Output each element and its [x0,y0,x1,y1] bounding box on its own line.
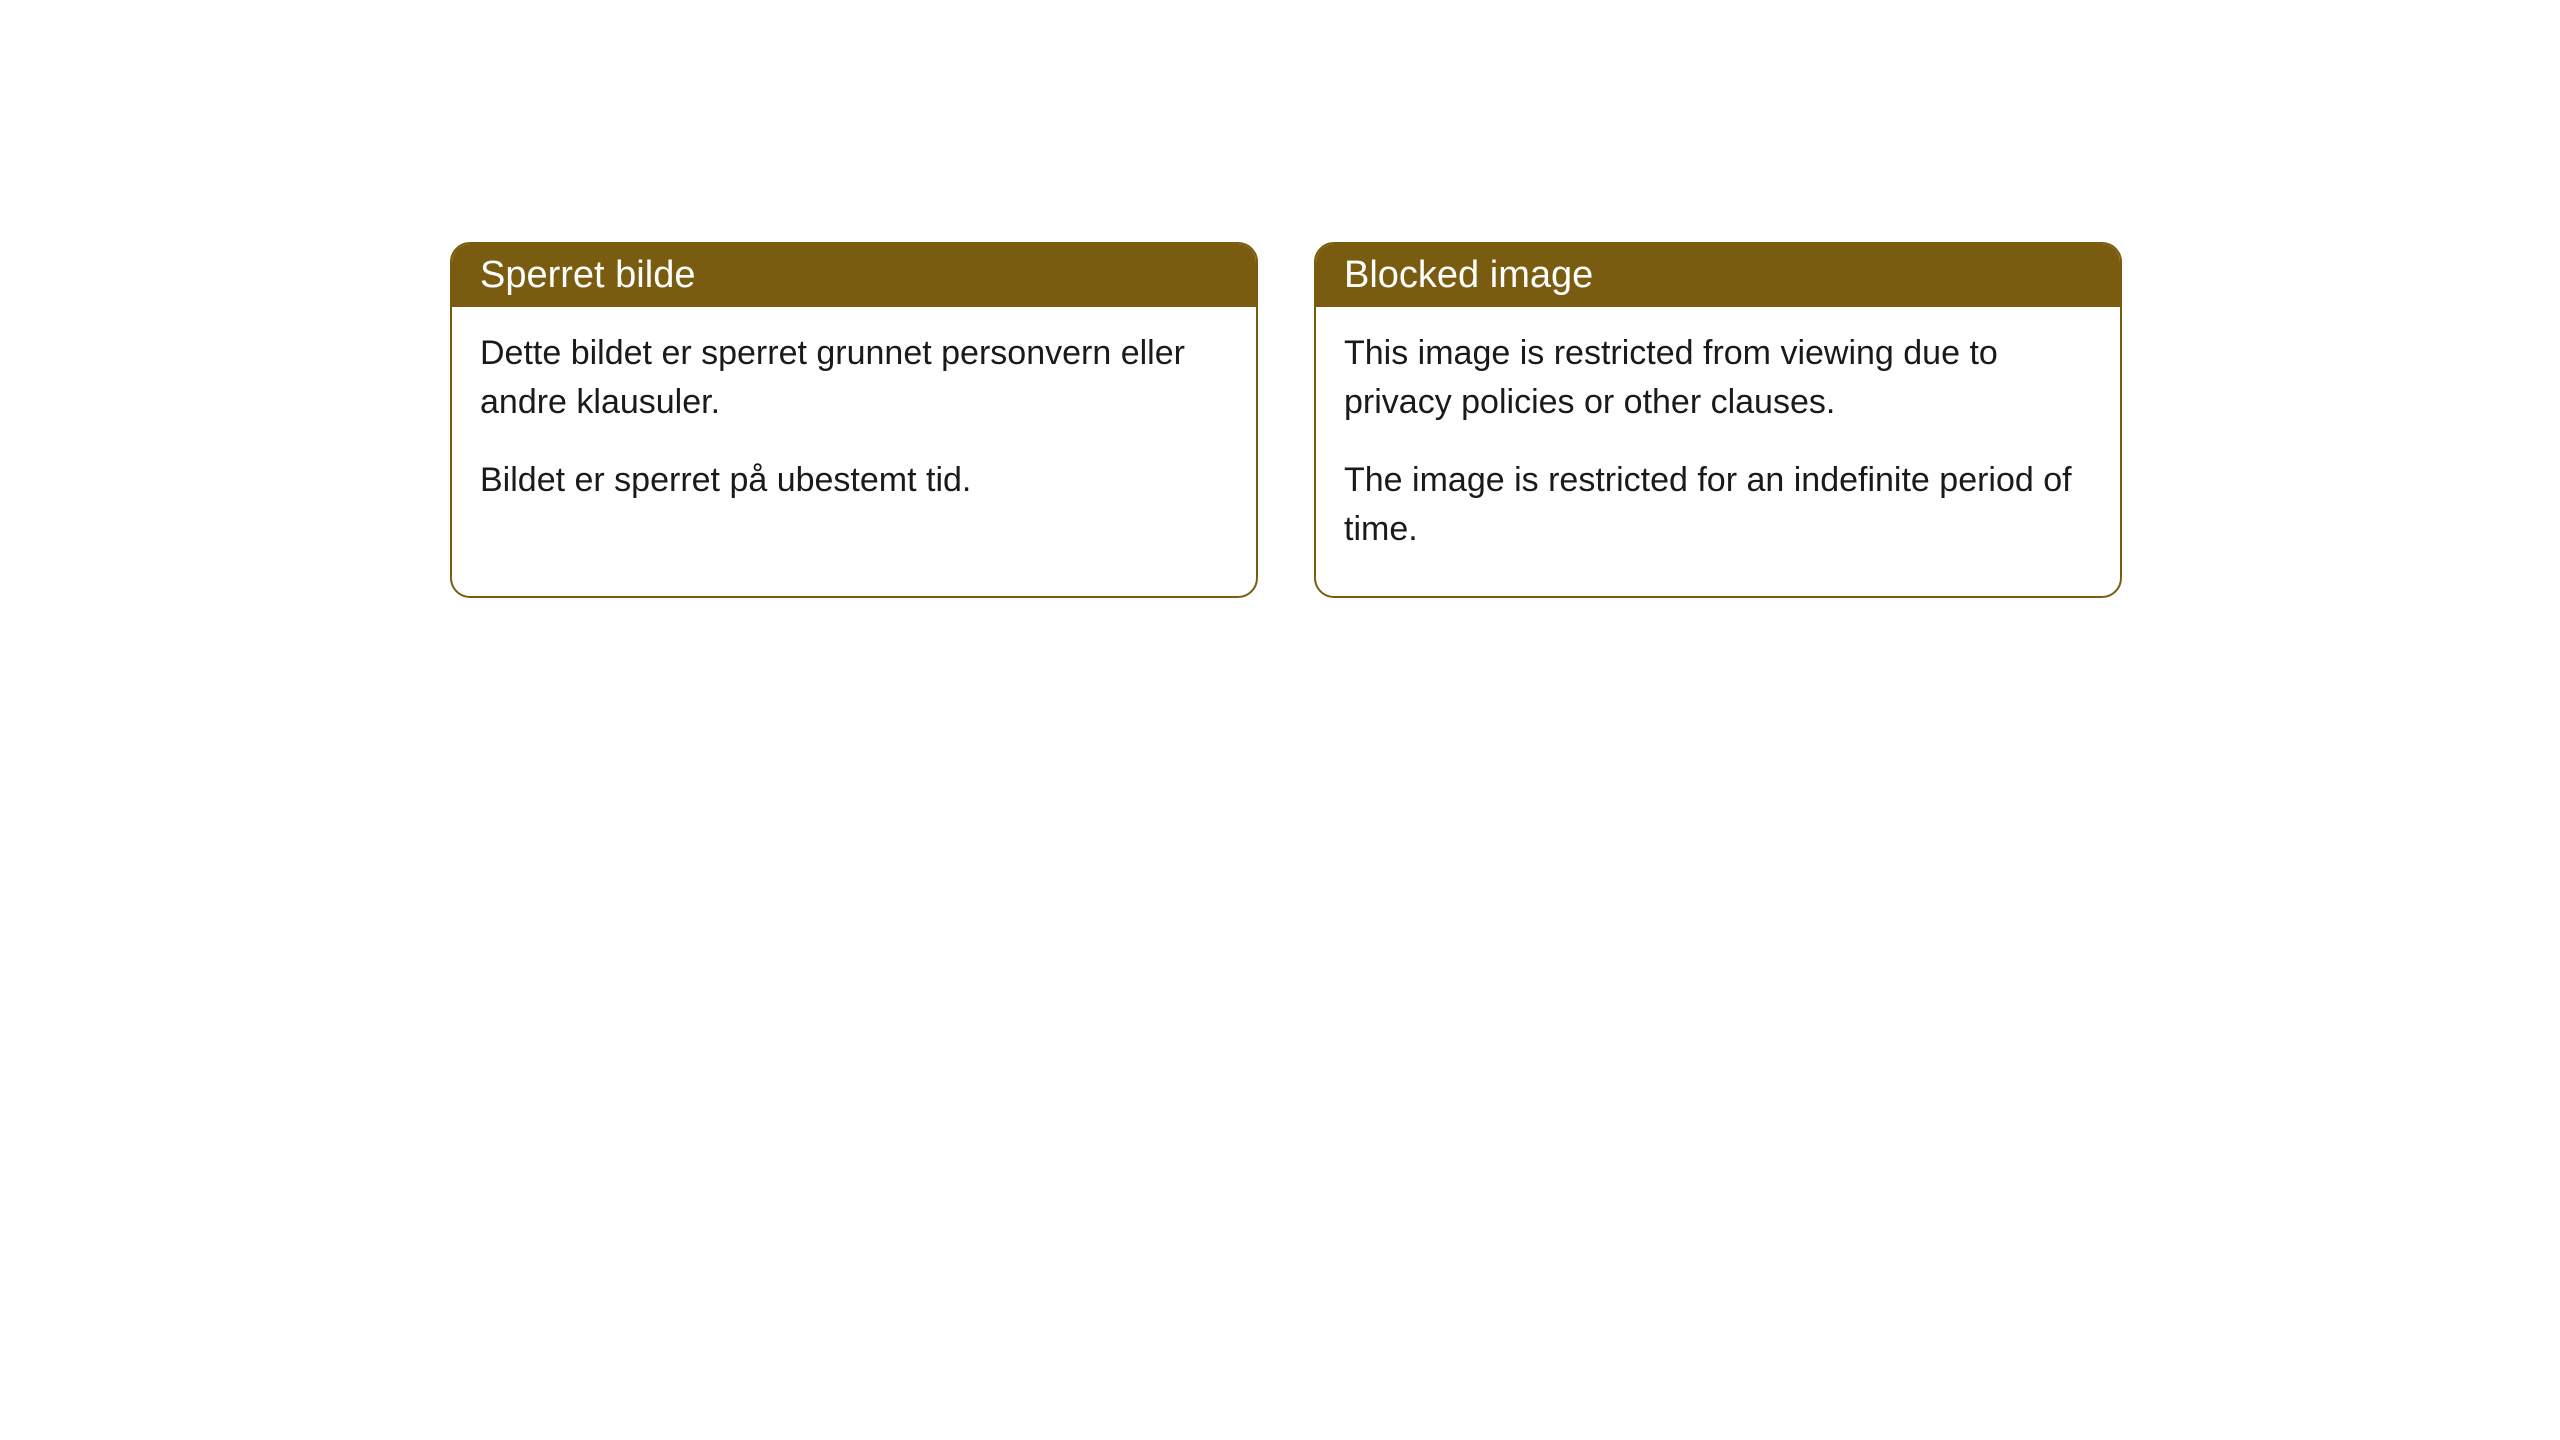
notice-cards-container: Sperret bilde Dette bildet er sperret gr… [450,242,2122,598]
card-body: This image is restricted from viewing du… [1316,307,2120,596]
card-header: Sperret bilde [452,244,1256,307]
card-paragraph: The image is restricted for an indefinit… [1344,456,2092,555]
card-body: Dette bildet er sperret grunnet personve… [452,307,1256,547]
card-paragraph: Bildet er sperret på ubestemt tid. [480,456,1228,505]
card-paragraph: This image is restricted from viewing du… [1344,329,2092,428]
card-title: Blocked image [1344,254,1593,296]
card-paragraph: Dette bildet er sperret grunnet personve… [480,329,1228,428]
card-title: Sperret bilde [480,254,695,296]
notice-card-norwegian: Sperret bilde Dette bildet er sperret gr… [450,242,1258,598]
card-header: Blocked image [1316,244,2120,307]
notice-card-english: Blocked image This image is restricted f… [1314,242,2122,598]
